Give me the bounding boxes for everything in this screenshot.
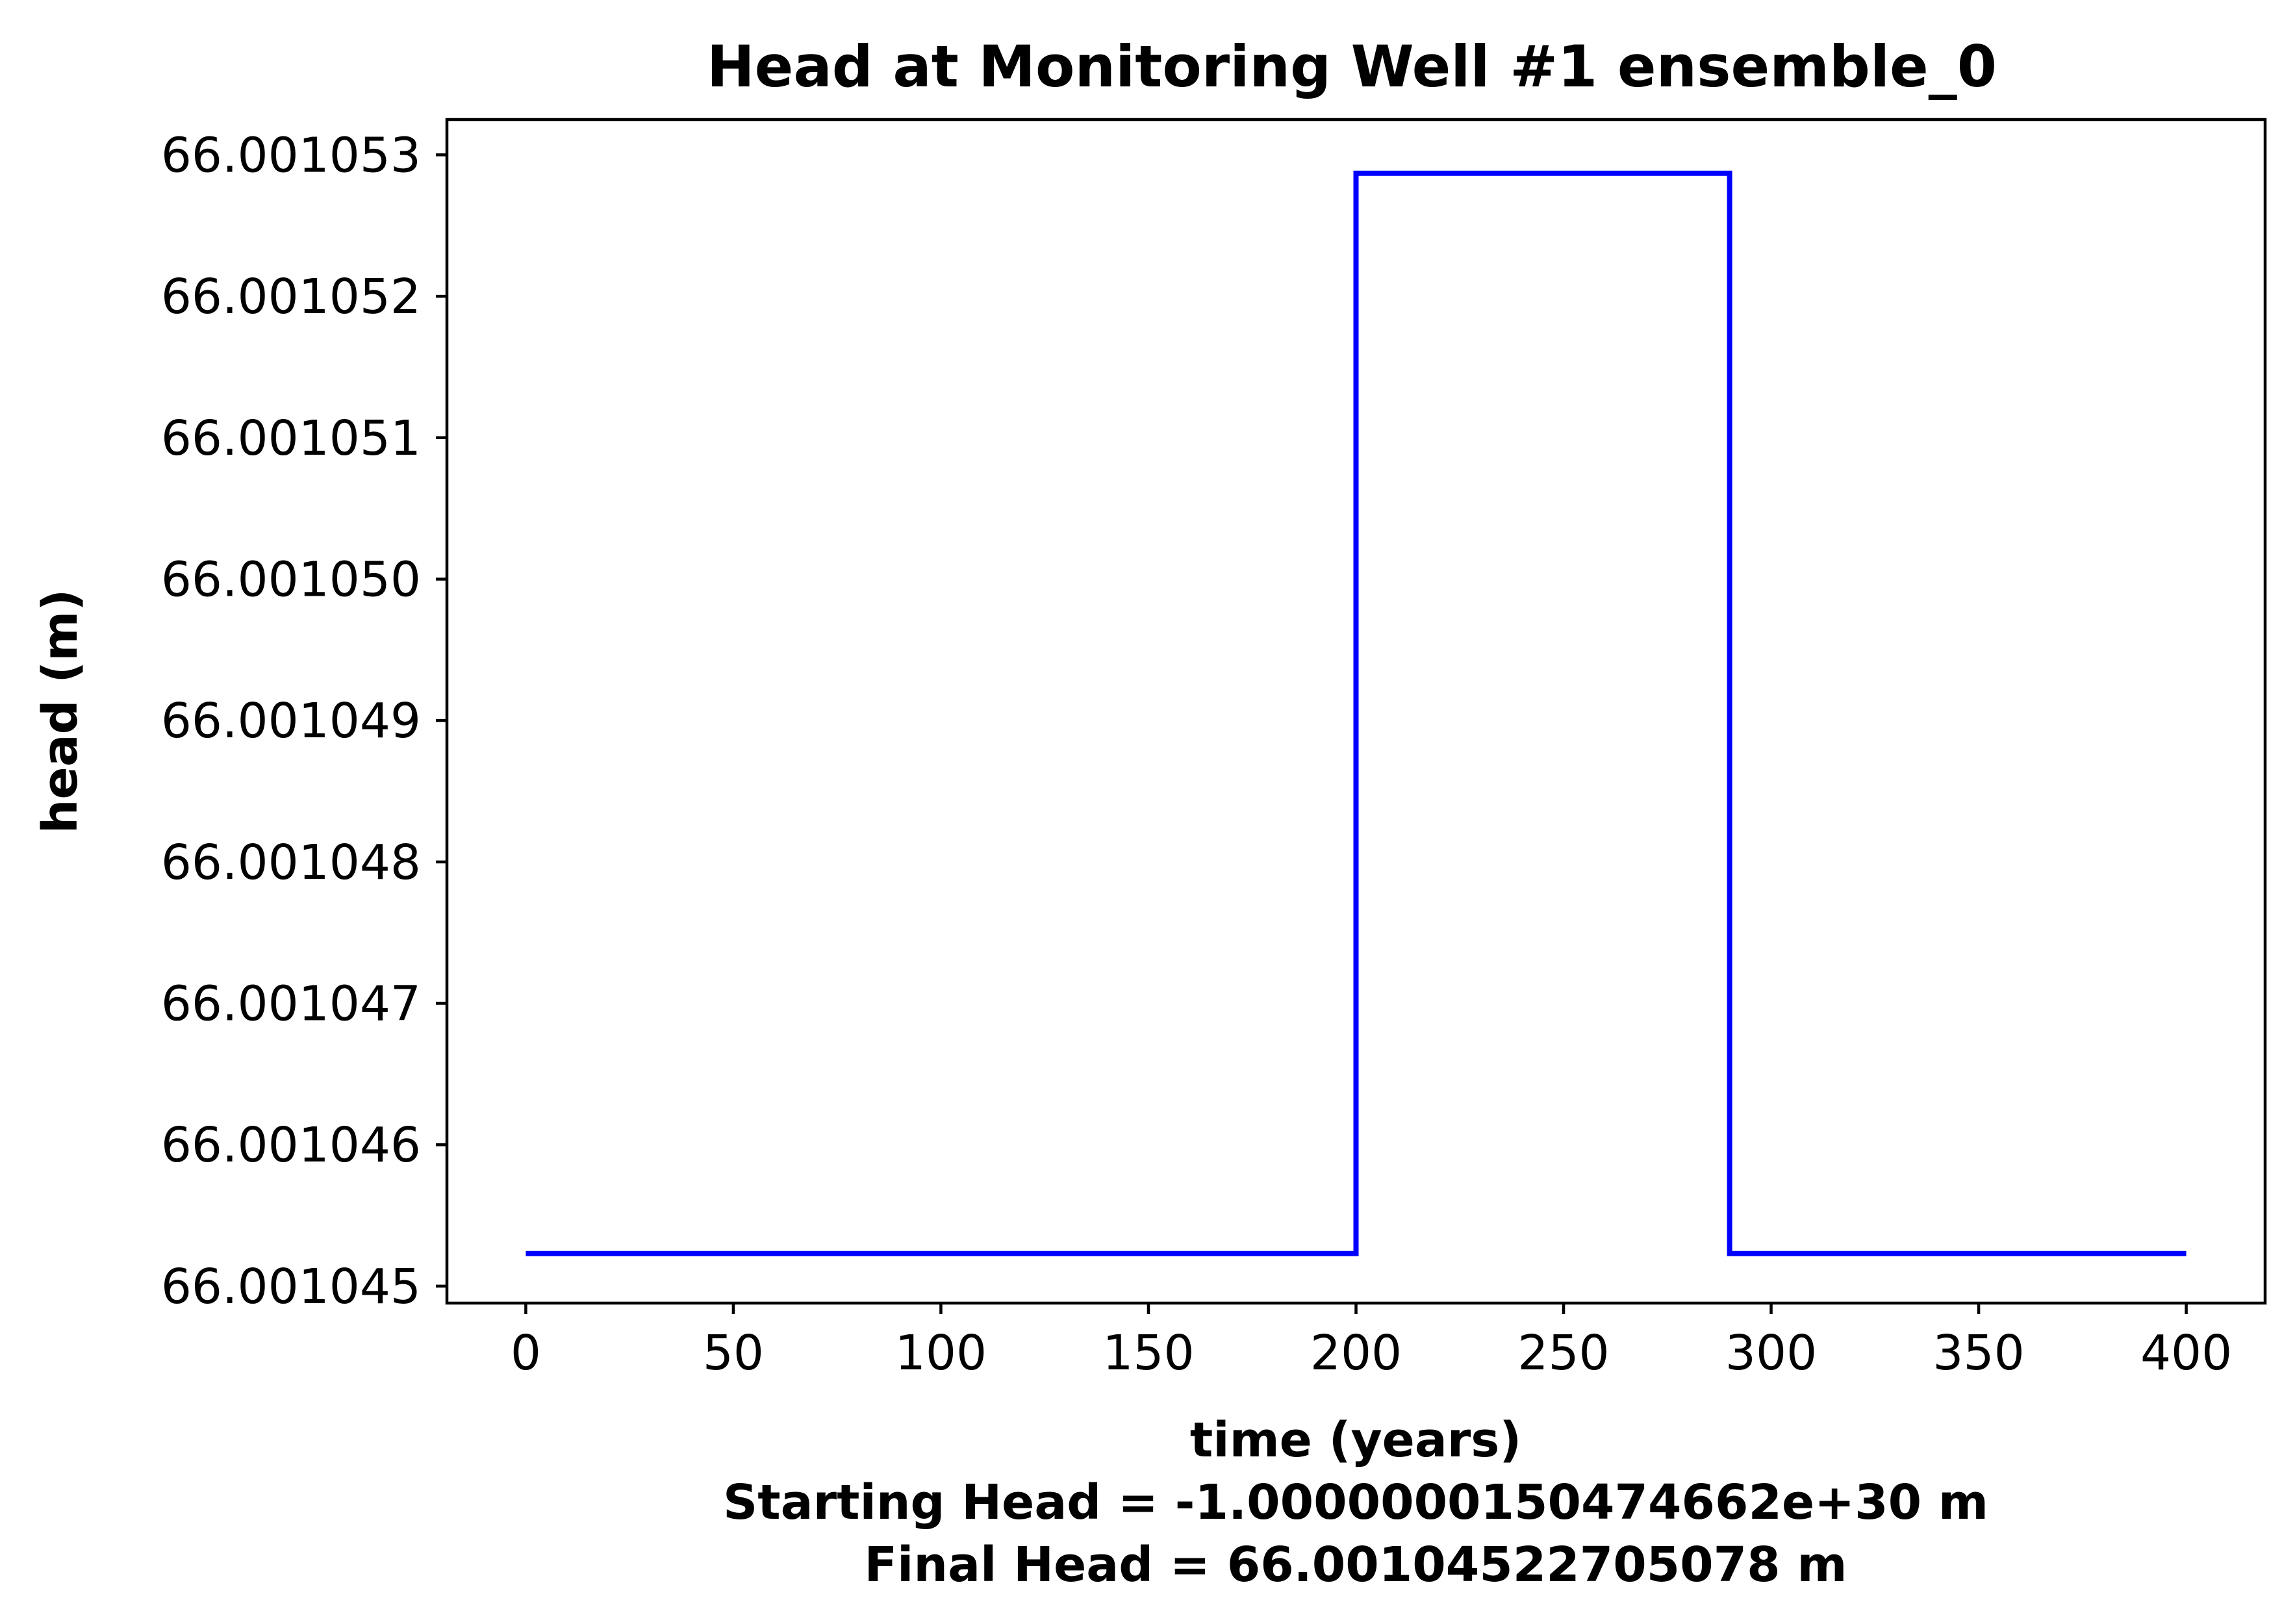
x-tick-label: 50	[703, 1325, 764, 1381]
x-tick-label: 300	[1725, 1325, 1817, 1381]
x-tick-label: 100	[895, 1325, 987, 1381]
y-tick-label: 66.001048	[161, 835, 421, 891]
y-tick-label: 66.001052	[161, 269, 421, 325]
chart-title: Head at Monitoring Well #1 ensemble_0	[707, 33, 1997, 100]
y-axis-ticks: 66.001045 66.001046 66.001047 66.001048 66.0…	[161, 127, 447, 1315]
y-tick-label: 66.001051	[161, 411, 421, 466]
x-tick-label: 0	[511, 1325, 541, 1381]
y-tick-label: 66.001045	[161, 1259, 421, 1315]
final-head-note: Final Head = 66.00104522705078 m	[864, 1537, 1847, 1593]
starting-head-note: Starting Head = -1.0000000150474662e+30 …	[723, 1475, 1988, 1530]
y-tick-label: 66.001053	[161, 127, 421, 183]
y-tick-label: 66.001046	[161, 1117, 421, 1173]
x-tick-label: 250	[1517, 1325, 1609, 1381]
series-line	[526, 170, 2187, 1256]
x-tick-label: 150	[1102, 1325, 1194, 1381]
x-axis-ticks: 0 50 100 150 200 250 300 350 400	[511, 1303, 2232, 1381]
x-axis-label: time (years)	[1190, 1412, 1521, 1468]
y-axis-label: head (m)	[32, 589, 88, 833]
x-tick-label: 200	[1310, 1325, 1402, 1381]
y-tick-label: 66.001049	[161, 693, 421, 749]
x-tick-label: 400	[2140, 1325, 2232, 1381]
y-tick-label: 66.001050	[161, 552, 421, 607]
x-tick-label: 350	[1933, 1325, 2024, 1381]
y-tick-label: 66.001047	[161, 976, 421, 1032]
